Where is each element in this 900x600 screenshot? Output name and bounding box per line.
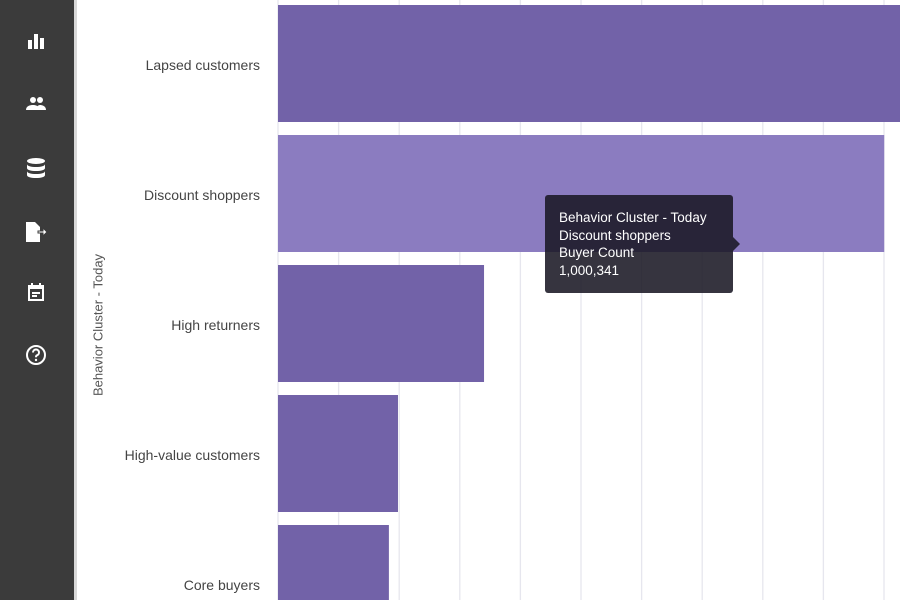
export-file-icon	[26, 222, 48, 242]
sidebar	[0, 0, 77, 600]
nav-schedule[interactable]	[22, 278, 50, 306]
nav-export[interactable]	[22, 218, 50, 246]
nav-audiences[interactable]	[22, 90, 50, 118]
tooltip-category: Discount shoppers	[559, 227, 671, 243]
bar-core-buyers[interactable]	[278, 525, 389, 600]
y-axis-label: Behavior Cluster - Today	[90, 253, 106, 397]
category-label: High-value customers	[124, 446, 260, 463]
category-label: Core buyers	[183, 576, 260, 593]
bar-high-value-customers[interactable]	[278, 395, 398, 512]
category-label: Discount shoppers	[144, 186, 260, 203]
category-label: High returners	[171, 316, 260, 333]
database-icon	[27, 158, 45, 178]
bar-high-returners[interactable]	[278, 265, 485, 382]
bar-chart-icon	[28, 34, 44, 49]
nav-help[interactable]	[22, 341, 50, 369]
bar-lapsed-customers[interactable]	[278, 5, 900, 122]
help-icon	[26, 345, 46, 365]
people-icon	[26, 97, 46, 110]
category-label: Lapsed customers	[145, 56, 260, 73]
nav-data[interactable]	[22, 154, 50, 182]
tooltip: Behavior Cluster - Today Discount shoppe…	[545, 195, 740, 293]
nav-reports[interactable]	[22, 27, 50, 55]
calendar-icon	[28, 283, 44, 301]
tooltip-measure: Buyer Count	[559, 245, 635, 260]
tooltip-value: 1,000,341	[559, 262, 620, 278]
tooltip-dimension: Behavior Cluster - Today	[559, 210, 707, 225]
